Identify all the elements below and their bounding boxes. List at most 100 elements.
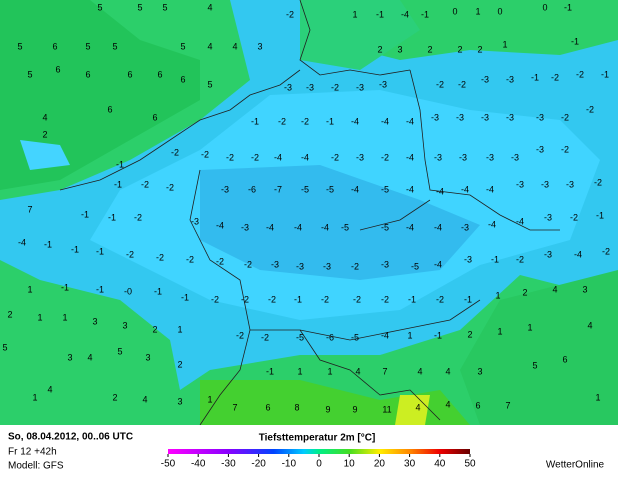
map-value: -2 xyxy=(458,79,466,89)
map-value: 6 xyxy=(152,112,157,122)
colorbar-tick-label: -50 xyxy=(161,459,176,470)
map-value: 7 xyxy=(232,402,237,412)
map-value: -6 xyxy=(248,184,256,194)
map-value: -2 xyxy=(576,69,584,79)
date: So, 08.04.2012, 00..06 UTC xyxy=(8,432,133,443)
map-value: -3 xyxy=(381,259,389,269)
map-value: -4 xyxy=(381,116,389,126)
map-value: -4 xyxy=(436,186,444,196)
map-value: 5 xyxy=(137,2,142,12)
map-value: 1 xyxy=(407,330,412,340)
map-value: -2 xyxy=(551,72,559,82)
map-value: 5 xyxy=(207,79,212,89)
map-value: -5 xyxy=(381,184,389,194)
map-value: -2 xyxy=(201,149,209,159)
map-value: 2 xyxy=(7,309,12,319)
map-value: 2 xyxy=(467,329,472,339)
map-value: 7 xyxy=(382,366,387,376)
colorbar-ticks: -50 -40 -30 -20 -10 0 10 20 30 40 50 xyxy=(161,454,476,470)
map-value: 2 xyxy=(427,44,432,54)
map-value: -3 xyxy=(456,112,464,122)
map-value: -3 xyxy=(511,152,519,162)
map-value: 5 xyxy=(162,2,167,12)
map-value: -3 xyxy=(221,184,229,194)
map-value: 6 xyxy=(475,400,480,410)
map-value: -2 xyxy=(226,152,234,162)
map-value: -1 xyxy=(114,179,122,189)
map-value: 3 xyxy=(257,41,262,51)
map-value: -2 xyxy=(166,182,174,192)
map-value: 5 xyxy=(97,2,102,12)
colorbar-tick-label: 50 xyxy=(464,459,476,470)
map-value: 1 xyxy=(595,392,600,402)
map-value: -3 xyxy=(459,152,467,162)
map-value: -3 xyxy=(356,82,364,92)
map-value: -3 xyxy=(536,112,544,122)
map-value: 2 xyxy=(457,44,462,54)
map-value: 1 xyxy=(32,392,37,402)
map-value: 6 xyxy=(85,69,90,79)
map-value: -2 xyxy=(561,144,569,154)
map-value: -4 xyxy=(301,152,309,162)
map-value: -1 xyxy=(421,9,429,19)
map-value: -3 xyxy=(271,259,279,269)
map-value: 1 xyxy=(37,312,42,322)
map-value: -2 xyxy=(321,294,329,304)
map-value: -1 xyxy=(61,282,69,292)
map-value: -5 xyxy=(296,332,304,342)
map-value: -4 xyxy=(574,249,582,259)
map-value: -2 xyxy=(586,104,594,114)
map-value: -2 xyxy=(241,294,249,304)
map-value: -2 xyxy=(331,82,339,92)
map-value: -1 xyxy=(96,284,104,294)
map-value: -7 xyxy=(274,184,282,194)
map-value: -3 xyxy=(284,82,292,92)
map-value: -3 xyxy=(506,112,514,122)
map-value: -4 xyxy=(406,184,414,194)
map-value: 0 xyxy=(452,6,457,16)
map-value: 9 xyxy=(352,404,357,414)
map-value: 5 xyxy=(27,69,32,79)
map-value: -1 xyxy=(266,366,274,376)
map-value: -2 xyxy=(141,179,149,189)
map-value: -2 xyxy=(268,294,276,304)
map-value: 1 xyxy=(502,39,507,49)
map-value: 6 xyxy=(55,64,60,74)
map-value: 1 xyxy=(207,394,212,404)
map-value: -3 xyxy=(544,249,552,259)
map-value: -1 xyxy=(108,212,116,222)
map-value: -2 xyxy=(301,116,309,126)
map-value: -4 xyxy=(266,222,274,232)
map-value: -1 xyxy=(464,294,472,304)
map-value: -2 xyxy=(561,112,569,122)
map-value: -1 xyxy=(531,72,539,82)
map-value: 4 xyxy=(355,366,360,376)
map-value: 4 xyxy=(207,41,212,51)
colorbar-tick-label: 0 xyxy=(316,459,322,470)
map-value: -6 xyxy=(326,332,334,342)
map-value: -5 xyxy=(411,261,419,271)
map-value: 4 xyxy=(445,366,450,376)
map-value: -5 xyxy=(326,184,334,194)
map-value: -1 xyxy=(294,294,302,304)
map-value: -3 xyxy=(506,74,514,84)
map-value: -3 xyxy=(464,254,472,264)
map-value: -1 xyxy=(181,292,189,302)
run: Fr 12 +42h xyxy=(8,447,57,458)
map-value: 6 xyxy=(52,41,57,51)
colorbar-tick-label: 30 xyxy=(404,459,416,470)
colorbar-tick-label: 10 xyxy=(344,459,356,470)
map-value: -5 xyxy=(381,222,389,232)
map-value: -3 xyxy=(356,152,364,162)
map-value: -4 xyxy=(294,222,302,232)
map-value: 1 xyxy=(527,322,532,332)
map-value: -2 xyxy=(186,254,194,264)
map-value: -3 xyxy=(434,152,442,162)
map-value: -1 xyxy=(81,209,89,219)
map-value: 6 xyxy=(127,69,132,79)
map-value: 2 xyxy=(377,44,382,54)
map-value: -2 xyxy=(516,254,524,264)
map-value: 7 xyxy=(27,204,32,214)
map-value: -1 xyxy=(251,116,259,126)
map-value: -1 xyxy=(596,210,604,220)
